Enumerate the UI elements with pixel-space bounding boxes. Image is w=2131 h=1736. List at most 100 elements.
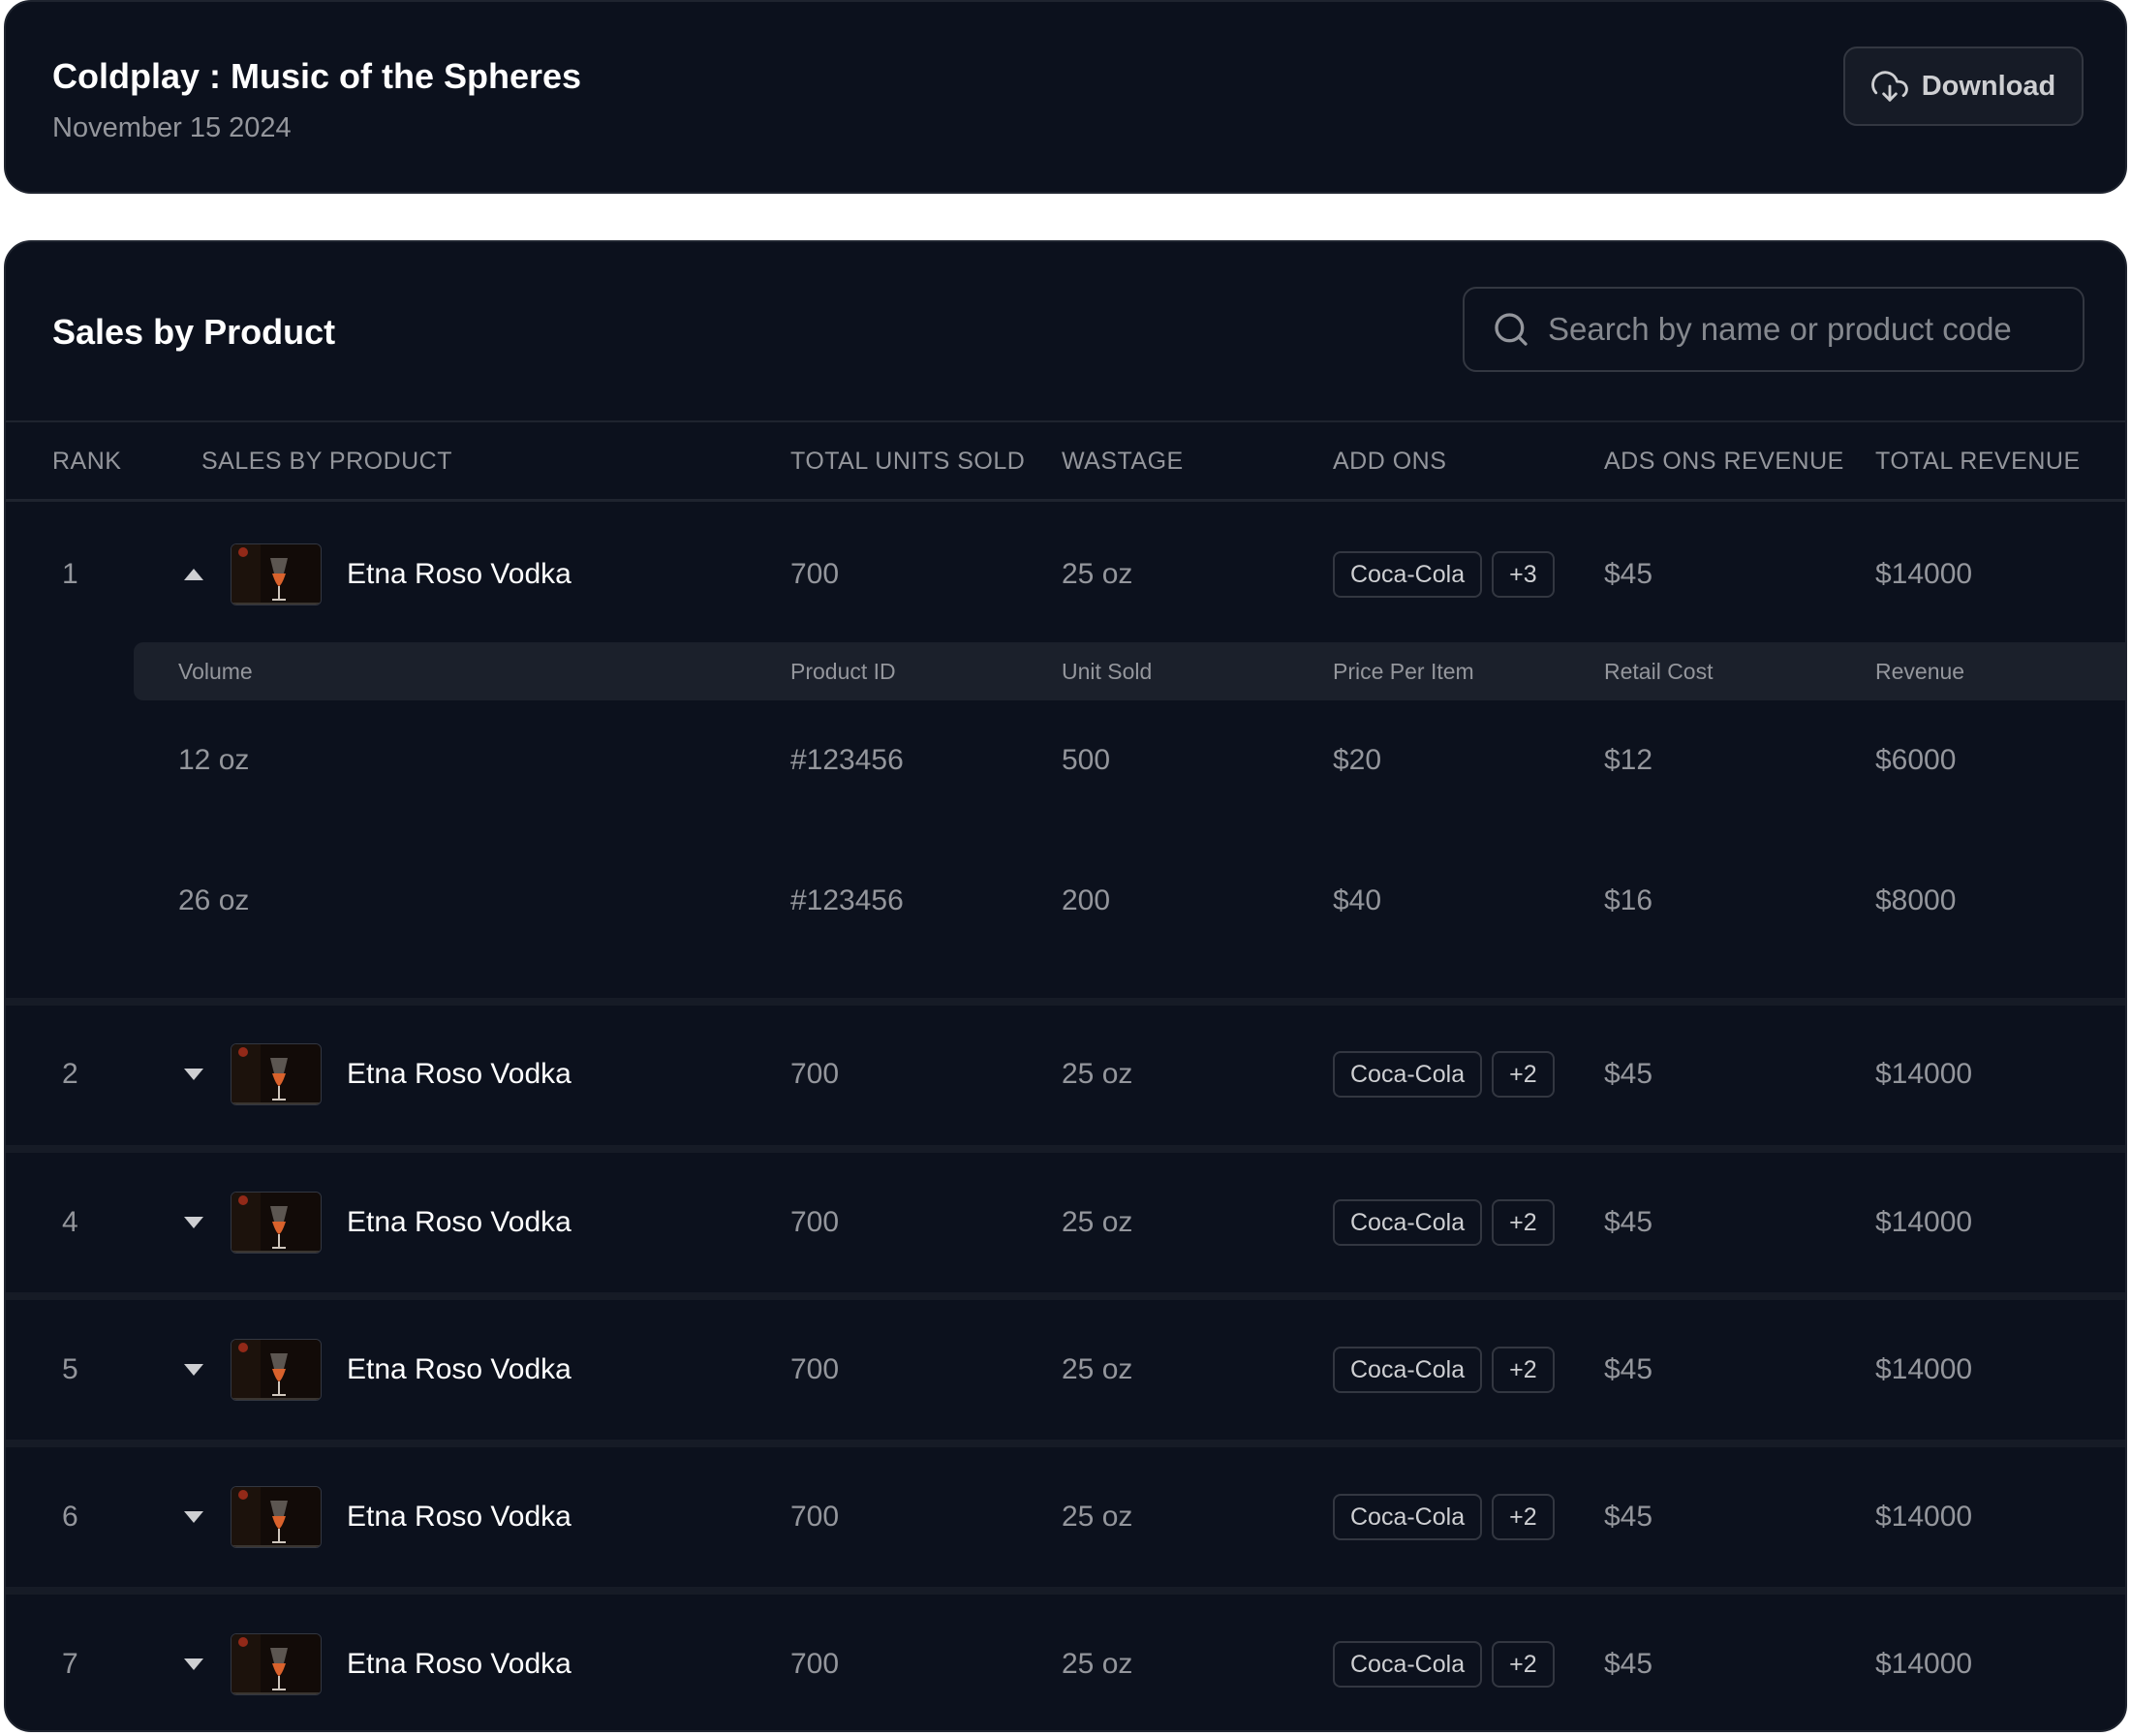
cloud-download-icon xyxy=(1870,71,1908,102)
product-thumbnail-image xyxy=(232,1340,321,1400)
detail-row: 12 oz #123456 500 $20 $12 $6000 xyxy=(6,712,2125,809)
detail-product-id: #123456 xyxy=(790,884,904,916)
total-revenue: $14000 xyxy=(1875,1648,1973,1680)
section-title: Sales by Product xyxy=(52,312,336,352)
addon-more-tag[interactable]: +2 xyxy=(1492,1347,1555,1393)
product-thumbnail xyxy=(231,1043,322,1105)
product-thumbnail-image xyxy=(232,1193,321,1253)
row-separator xyxy=(6,1292,2125,1300)
table-row[interactable]: 7 Etna Roso Vodka 700 25 oz Coca-Cola +2 $45 $1… xyxy=(6,1594,2125,1730)
divider xyxy=(6,420,2125,422)
addon-more-tag[interactable]: +2 xyxy=(1492,1051,1555,1098)
detail-column-revenue: Revenue xyxy=(1875,659,1965,684)
addon-tag[interactable]: Coca-Cola xyxy=(1333,1641,1483,1688)
addon-more-tag[interactable]: +3 xyxy=(1492,551,1555,598)
addons-group: Coca-Cola +3 xyxy=(1333,551,1555,598)
product-name: Etna Roso Vodka xyxy=(347,1206,571,1238)
detail-table-header: Volume Product ID Unit Sold Price Per Item R… xyxy=(134,642,2125,700)
chevron-down-icon[interactable] xyxy=(180,1356,207,1383)
table-row[interactable]: 6 Etna Roso Vodka 700 25 oz Coca-Cola +2 $45 $1… xyxy=(6,1446,2125,1588)
wastage-value: 25 oz xyxy=(1062,1501,1133,1533)
product-thumbnail-image xyxy=(232,1487,321,1547)
wastage-value: 25 oz xyxy=(1062,558,1133,590)
chevron-up-icon[interactable] xyxy=(180,561,207,588)
search-input[interactable] xyxy=(1548,311,2071,348)
table-row[interactable]: 4 Etna Roso Vodka 700 25 oz Coca-Cola +2 $45 $1… xyxy=(6,1152,2125,1293)
sales-by-product-card: Sales by Product RANK SALES BY PRODUCT T… xyxy=(4,240,2127,1732)
units-sold: 700 xyxy=(790,1206,840,1238)
product-thumbnail xyxy=(231,1633,322,1695)
wastage-value: 25 oz xyxy=(1062,1206,1133,1238)
product-thumbnail xyxy=(231,1486,322,1548)
column-header-wastage: WASTAGE xyxy=(1062,448,1184,475)
addons-group: Coca-Cola +2 xyxy=(1333,1051,1555,1098)
event-header-card: Coldplay : Music of the Spheres November… xyxy=(4,0,2127,194)
rank-value: 6 xyxy=(62,1501,78,1533)
units-sold: 700 xyxy=(790,558,840,590)
wastage-value: 25 oz xyxy=(1062,1353,1133,1385)
rank-value: 5 xyxy=(62,1353,78,1385)
units-sold: 700 xyxy=(790,1501,840,1533)
event-date: November 15 2024 xyxy=(52,112,292,143)
chevron-down-icon[interactable] xyxy=(180,1651,207,1678)
addon-more-tag[interactable]: +2 xyxy=(1492,1494,1555,1540)
chevron-down-icon[interactable] xyxy=(180,1504,207,1531)
column-header-addons: ADD ONS xyxy=(1333,448,1447,475)
addons-group: Coca-Cola +2 xyxy=(1333,1199,1555,1246)
addon-tag[interactable]: Coca-Cola xyxy=(1333,1051,1483,1098)
detail-retail-cost: $16 xyxy=(1604,884,1653,916)
detail-revenue: $6000 xyxy=(1875,744,1957,776)
detail-column-retail-cost: Retail Cost xyxy=(1604,659,1714,684)
column-header-addons-revenue: ADS ONS REVENUE xyxy=(1604,448,1844,475)
event-title: Coldplay : Music of the Spheres xyxy=(52,56,582,96)
detail-product-id: #123456 xyxy=(790,744,904,776)
search-box[interactable] xyxy=(1463,287,2085,372)
chevron-down-icon[interactable] xyxy=(180,1209,207,1236)
table-row[interactable]: 5 Etna Roso Vodka 700 25 oz Coca-Cola +2 $45 $1… xyxy=(6,1299,2125,1441)
rank-value: 1 xyxy=(62,558,78,590)
chevron-down-icon[interactable] xyxy=(180,1061,207,1088)
wastage-value: 25 oz xyxy=(1062,1058,1133,1090)
units-sold: 700 xyxy=(790,1353,840,1385)
addons-group: Coca-Cola +2 xyxy=(1333,1641,1555,1688)
addons-revenue: $45 xyxy=(1604,1058,1653,1090)
row-separator xyxy=(6,1440,2125,1447)
addons-revenue: $45 xyxy=(1604,1501,1653,1533)
addon-more-tag[interactable]: +2 xyxy=(1492,1199,1555,1246)
units-sold: 700 xyxy=(790,1058,840,1090)
addon-tag[interactable]: Coca-Cola xyxy=(1333,1494,1483,1540)
total-revenue: $14000 xyxy=(1875,1206,1973,1238)
detail-unit-sold: 500 xyxy=(1062,744,1111,776)
rank-value: 7 xyxy=(62,1648,78,1680)
addon-tag[interactable]: Coca-Cola xyxy=(1333,1199,1483,1246)
detail-retail-cost: $12 xyxy=(1604,744,1653,776)
product-thumbnail-image xyxy=(232,544,321,604)
product-name: Etna Roso Vodka xyxy=(347,558,571,590)
units-sold: 700 xyxy=(790,1648,840,1680)
product-thumbnail-image xyxy=(232,1044,321,1104)
column-header-units: TOTAL UNITS SOLD xyxy=(790,448,1026,475)
table-row[interactable]: 1 Etna Roso Vodka 700 25 oz Coca-Cola +3 $45 $1… xyxy=(6,504,2125,645)
product-name: Etna Roso Vodka xyxy=(347,1501,571,1533)
detail-column-price-per-item: Price Per Item xyxy=(1333,659,1474,684)
table-row[interactable]: 2 Etna Roso Vodka 700 25 oz Coca-Cola +2 $45 $1… xyxy=(6,1004,2125,1145)
product-thumbnail xyxy=(231,1339,322,1401)
detail-column-unit-sold: Unit Sold xyxy=(1062,659,1153,684)
addon-more-tag[interactable]: +2 xyxy=(1492,1641,1555,1688)
product-thumbnail xyxy=(231,543,322,605)
detail-volume: 26 oz xyxy=(178,884,250,916)
wastage-value: 25 oz xyxy=(1062,1648,1133,1680)
addons-revenue: $45 xyxy=(1604,1353,1653,1385)
addons-revenue: $45 xyxy=(1604,558,1653,590)
detail-column-volume: Volume xyxy=(178,659,253,684)
row-separator xyxy=(6,1587,2125,1595)
download-button[interactable]: Download xyxy=(1843,46,2084,126)
detail-unit-sold: 200 xyxy=(1062,884,1111,916)
addon-tag[interactable]: Coca-Cola xyxy=(1333,1347,1483,1393)
detail-row: 26 oz #123456 200 $40 $16 $8000 xyxy=(6,852,2125,949)
rank-value: 2 xyxy=(62,1058,78,1090)
total-revenue: $14000 xyxy=(1875,1353,1973,1385)
product-name: Etna Roso Vodka xyxy=(347,1058,571,1090)
total-revenue: $14000 xyxy=(1875,558,1973,590)
addon-tag[interactable]: Coca-Cola xyxy=(1333,551,1483,598)
